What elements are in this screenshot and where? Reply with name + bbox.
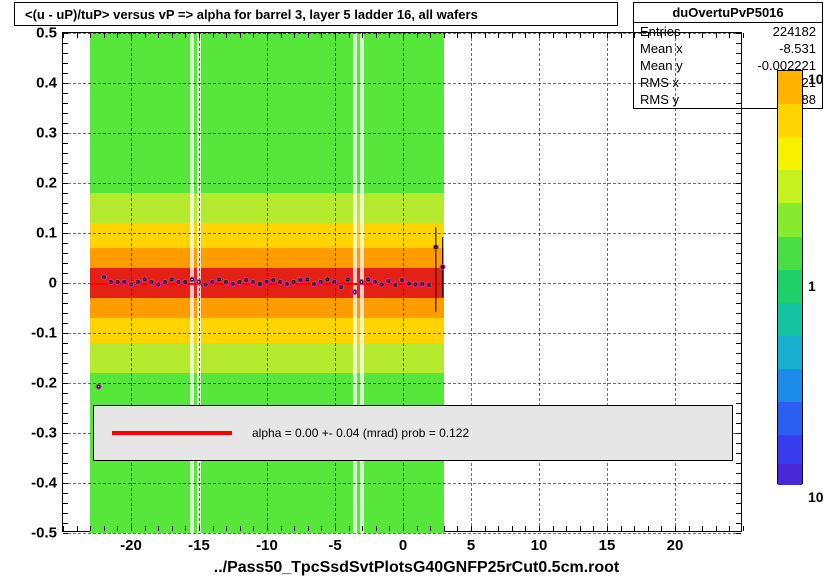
colorbar-label: 10 (808, 489, 824, 505)
x-tick-label: -10 (256, 537, 278, 554)
x-tick-label: -15 (188, 537, 210, 554)
x-tick-label: 20 (667, 537, 684, 554)
stats-entries: 224182 (773, 24, 816, 39)
y-tick-label: 0.2 (36, 175, 57, 192)
x-tick-label: 0 (399, 537, 407, 554)
y-tick-label: -0.2 (31, 375, 57, 392)
stats-meanx: -8.531 (779, 41, 816, 56)
legend-text: alpha = 0.00 +- 0.04 (mrad) prob = 0.122 (252, 426, 469, 440)
colorbar: 10110 (777, 70, 803, 484)
stats-name: duOvertuPvP5016 (634, 3, 822, 23)
y-tick-label: 0.4 (36, 75, 57, 92)
colorbar-label: 10 (808, 71, 824, 87)
x-tick-label: -5 (328, 537, 341, 554)
y-tick-label: 0.3 (36, 125, 57, 142)
y-tick-label: 0.5 (36, 25, 57, 42)
x-tick-label: 10 (531, 537, 548, 554)
y-tick-label: 0.1 (36, 225, 57, 242)
plot-area: -0.5-0.4-0.3-0.2-0.100.10.20.30.40.5-20-… (62, 32, 742, 532)
x-tick-label: -20 (120, 537, 142, 554)
chart-title-text: <(u - uP)/tuP> versus vP => alpha for ba… (25, 7, 478, 22)
grid-h (63, 533, 741, 534)
y-tick-label: -0.4 (31, 475, 57, 492)
fit-line (90, 283, 444, 285)
grid-h (63, 333, 741, 334)
grid-h (63, 183, 741, 184)
footer-path: ../Pass50_TpcSsdSvtPlotsG40GNFP25rCut0.5… (0, 559, 833, 577)
y-tick-label: -0.3 (31, 425, 57, 442)
x-tick-label: 5 (467, 537, 475, 554)
legend-line-icon (112, 431, 232, 435)
y-tick-label: -0.5 (31, 525, 57, 542)
legend: alpha = 0.00 +- 0.04 (mrad) prob = 0.122 (93, 405, 733, 461)
colorbar-label: 1 (808, 278, 816, 294)
y-tick-label: -0.1 (31, 325, 57, 342)
x-tick-label: 15 (599, 537, 616, 554)
grid-h (63, 33, 741, 34)
y-tick-label: 0 (49, 275, 57, 292)
grid-h (63, 133, 741, 134)
grid-h (63, 483, 741, 484)
grid-h (63, 233, 741, 234)
chart-title: <(u - uP)/tuP> versus vP => alpha for ba… (14, 2, 618, 26)
grid-h (63, 383, 741, 384)
grid-h (63, 83, 741, 84)
